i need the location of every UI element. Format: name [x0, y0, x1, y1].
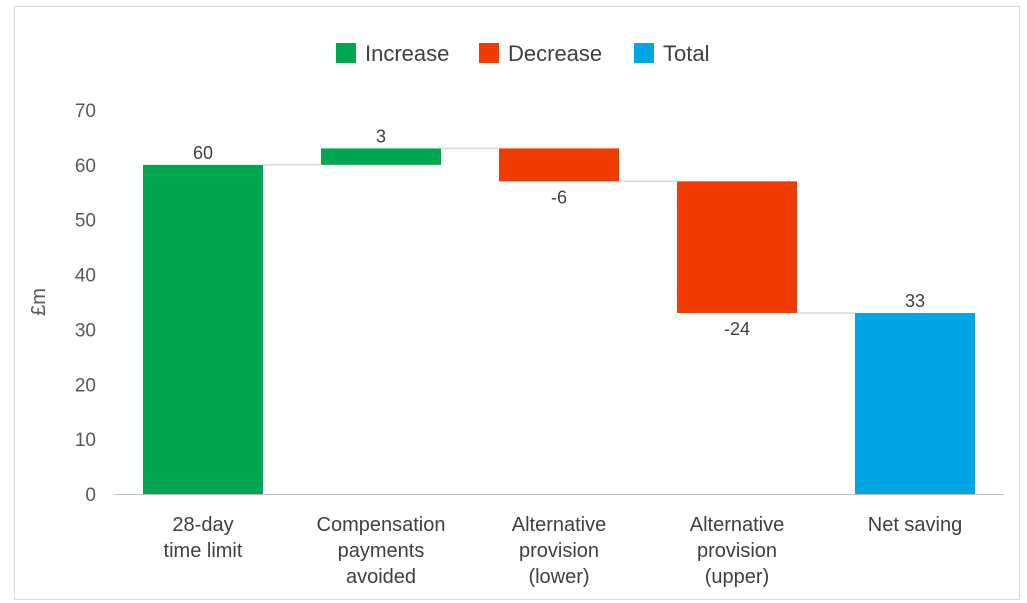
y-tick-label: 50: [75, 211, 96, 232]
y-tick-label: 40: [75, 266, 96, 287]
bar-decrease: [677, 181, 797, 313]
y-tick-label: 60: [75, 156, 96, 177]
legend-item: Total: [634, 41, 709, 66]
y-tick-label: 70: [75, 101, 96, 122]
bar-total: [855, 312, 975, 494]
legend-swatch: [336, 43, 356, 63]
data-label: 33: [905, 291, 925, 311]
data-labels: 60 3 -6 -24 33: [193, 126, 925, 339]
legend: Increase Decrease Total: [336, 41, 709, 66]
legend-label: Decrease: [508, 41, 602, 66]
data-label: 3: [376, 126, 386, 146]
y-tick-label: 30: [75, 320, 96, 341]
bar-increase: [143, 164, 263, 494]
bar-increase: [321, 148, 441, 165]
legend-swatch: [634, 43, 654, 63]
bars: [143, 148, 975, 494]
y-axis: 0 10 20 30 40 50 60 70: [75, 101, 96, 506]
connector-lines: [263, 147, 855, 314]
legend-label: Increase: [365, 41, 449, 66]
y-tick-label: 20: [75, 375, 96, 396]
legend-label: Total: [663, 41, 709, 66]
y-tick-label: 0: [85, 485, 96, 506]
legend-swatch: [479, 43, 499, 63]
x-category-label: Alternative provision (upper): [690, 514, 785, 588]
y-tick-label: 10: [75, 430, 96, 451]
x-category-label: Compensation payments avoided: [317, 514, 446, 588]
data-label: -6: [551, 187, 567, 207]
x-axis-categories: 28-day time limit Compensation payments avoi…: [164, 514, 963, 588]
data-label: 60: [193, 143, 213, 163]
bar-decrease: [499, 148, 619, 182]
y-axis-label: £m: [28, 288, 50, 316]
legend-item: Increase: [336, 41, 449, 66]
x-category-label: Alternative provision (lower): [512, 514, 607, 588]
legend-item: Decrease: [479, 41, 602, 66]
data-label: -24: [724, 319, 750, 339]
x-category-label: 28-day time limit: [164, 514, 243, 562]
x-category-label: Net saving: [868, 514, 963, 536]
